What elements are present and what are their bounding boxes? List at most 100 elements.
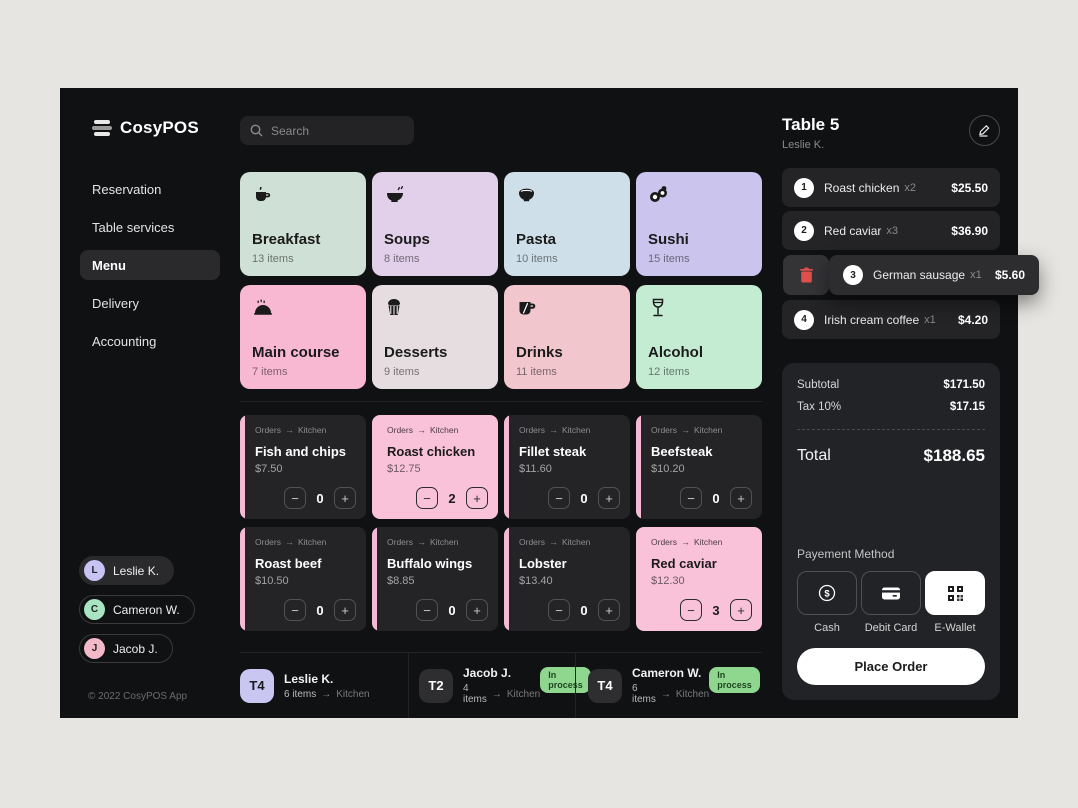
sidebar-item-accounting[interactable]: Accounting — [92, 333, 157, 349]
place-order-button[interactable]: Place Order — [797, 648, 985, 685]
sidebar-item-table-services[interactable]: Table services — [92, 219, 175, 235]
arrow-right-icon: → — [321, 688, 332, 700]
order-number: 3 — [843, 265, 863, 285]
order-row-irish-cream-coffee[interactable]: 4 Irish cream coffee x1 $4.20 — [782, 300, 1000, 339]
order-item-name: Irish cream coffee — [824, 312, 920, 327]
payment-option-debit-card[interactable]: Debit Card — [861, 571, 921, 634]
arrow-right-icon: → — [680, 425, 690, 435]
category-count: 10 items — [516, 253, 558, 265]
qty-value: 3 — [712, 602, 720, 618]
qty-value: 0 — [580, 602, 588, 618]
increase-qty-button[interactable]: + — [466, 487, 488, 509]
qty-value: 0 — [448, 602, 456, 618]
search-bar[interactable] — [240, 116, 414, 145]
category-card-drinks[interactable]: Drinks 11 items — [504, 285, 630, 389]
avatar: J — [84, 638, 105, 659]
trash-icon — [799, 267, 814, 283]
route-from: Orders — [651, 537, 677, 547]
menu-card-roast-beef[interactable]: Orders → Kitchen Roast beef $10.50 −0 + — [240, 527, 366, 631]
increase-qty-button[interactable]: + — [730, 487, 752, 509]
decrease-qty-button[interactable]: − — [548, 599, 570, 621]
increase-qty-button[interactable]: + — [598, 487, 620, 509]
decrease-qty-button[interactable]: − — [680, 487, 702, 509]
order-item-qty: x3 — [886, 224, 898, 237]
route-to: Kitchen — [429, 537, 459, 547]
table-tile-leslie[interactable]: T4 Leslie K. 6 items → Kitchen — [240, 653, 408, 718]
order-row[interactable]: 3 German sausage x1 $5.60 — [829, 255, 1039, 295]
decrease-qty-button[interactable]: − — [416, 599, 438, 621]
delete-order-item-button[interactable] — [783, 255, 829, 295]
sidebar-item-menu[interactable]: Menu — [80, 250, 220, 280]
increase-qty-button[interactable]: + — [466, 599, 488, 621]
edit-order-button[interactable] — [969, 115, 1000, 146]
category-card-breakfast[interactable]: Breakfast 13 items — [240, 172, 366, 276]
category-name: Drinks — [516, 344, 563, 361]
qty-value: 0 — [580, 490, 588, 506]
cash-button[interactable]: $ — [797, 571, 857, 615]
menu-item-price: $7.50 — [255, 463, 283, 475]
table-server-name: Jacob J. — [463, 666, 512, 680]
table-tile-jacob[interactable]: T2 Jacob J. 4 items → Kitchen In process — [408, 653, 591, 718]
category-card-desserts[interactable]: Desserts 9 items — [372, 285, 498, 389]
status-badge: In process — [709, 667, 760, 693]
payment-name: Debit Card — [864, 622, 918, 634]
arrow-right-icon: → — [284, 537, 294, 547]
sidebar-item-reservation[interactable]: Reservation — [92, 181, 162, 197]
category-card-sushi[interactable]: Sushi 15 items — [636, 172, 762, 276]
category-card-soups[interactable]: Soups 8 items — [372, 172, 498, 276]
mug-icon — [516, 297, 538, 318]
category-name: Soups — [384, 231, 430, 248]
debit-card-button[interactable] — [861, 571, 921, 615]
category-card-pasta[interactable]: Pasta 10 items — [504, 172, 630, 276]
menu-item-price: $12.30 — [651, 575, 685, 587]
decrease-qty-button[interactable]: − — [548, 487, 570, 509]
decrease-qty-button[interactable]: − — [680, 599, 702, 621]
staff-chip-leslie[interactable]: L Leslie K. — [79, 556, 175, 585]
decrease-qty-button[interactable]: − — [284, 487, 306, 509]
menu-card-lobster[interactable]: Orders → Kitchen Lobster $13.40 −0 + — [504, 527, 630, 631]
staff-chip-cameron[interactable]: C Cameron W. — [79, 595, 195, 624]
category-count: 13 items — [252, 253, 294, 265]
staff-chip-jacob[interactable]: J Jacob J. — [79, 634, 173, 663]
order-row-german-sausage-swiped: 3 German sausage x1 $5.60 — [782, 255, 1039, 295]
qty-value: 0 — [712, 490, 720, 506]
route-to: Kitchen — [297, 425, 327, 435]
menu-card-buffalo-wings[interactable]: Orders → Kitchen Buffalo wings $8.85 −0 + — [372, 527, 498, 631]
search-input[interactable] — [271, 123, 391, 138]
increase-qty-button[interactable]: + — [730, 599, 752, 621]
search-icon — [250, 124, 263, 137]
dashed-divider — [797, 429, 985, 430]
decrease-qty-button[interactable]: − — [284, 599, 306, 621]
table-tile-cameron[interactable]: T4 Cameron W. 6 items → Kitchen In process — [575, 653, 762, 718]
e-wallet-button[interactable] — [925, 571, 985, 615]
payment-option-e-wallet[interactable]: E-Wallet — [925, 571, 985, 634]
sidebar-item-delivery[interactable]: Delivery — [92, 295, 139, 311]
menu-item-name: Red caviar — [651, 556, 717, 571]
category-card-alcohol[interactable]: Alcohol 12 items — [636, 285, 762, 389]
decrease-qty-button[interactable]: − — [416, 487, 438, 509]
increase-qty-button[interactable]: + — [334, 599, 356, 621]
increase-qty-button[interactable]: + — [598, 599, 620, 621]
avatar: C — [84, 599, 105, 620]
menu-card-roast-chicken[interactable]: Orders → Kitchen Roast chicken $12.75 −2 + — [372, 415, 498, 519]
increase-qty-button[interactable]: + — [334, 487, 356, 509]
menu-card-fillet-steak[interactable]: Orders → Kitchen Fillet steak $11.60 −0 + — [504, 415, 630, 519]
table-dest: Kitchen — [675, 688, 710, 700]
qr-code-icon — [947, 585, 964, 602]
payment-name: Cash — [814, 622, 840, 634]
order-row-red-caviar[interactable]: 2 Red caviar x3 $36.90 — [782, 211, 1000, 250]
arrow-right-icon: → — [491, 688, 502, 700]
menu-card-red-caviar[interactable]: Orders → Kitchen Red caviar $12.30 −3 + — [636, 527, 762, 631]
menu-card-beefsteak[interactable]: Orders → Kitchen Beefsteak $10.20 −0 + — [636, 415, 762, 519]
payment-option-cash[interactable]: $ Cash — [797, 571, 857, 634]
subtotal-value: $171.50 — [943, 379, 985, 391]
category-name: Main course — [252, 344, 340, 361]
cloche-icon — [252, 297, 274, 318]
menu-item-name: Roast beef — [255, 556, 322, 571]
category-card-main-course[interactable]: Main course 7 items — [240, 285, 366, 389]
order-row-roast-chicken[interactable]: 1 Roast chicken x2 $25.50 — [782, 168, 1000, 207]
menu-card-fish-and-chips[interactable]: Orders → Kitchen Fish and chips $7.50 −0 + — [240, 415, 366, 519]
order-panel: Table 5 Leslie K. 1 Roast chicken x2 $25… — [762, 88, 1039, 718]
order-number: 4 — [794, 309, 814, 330]
avatar: L — [84, 560, 105, 581]
